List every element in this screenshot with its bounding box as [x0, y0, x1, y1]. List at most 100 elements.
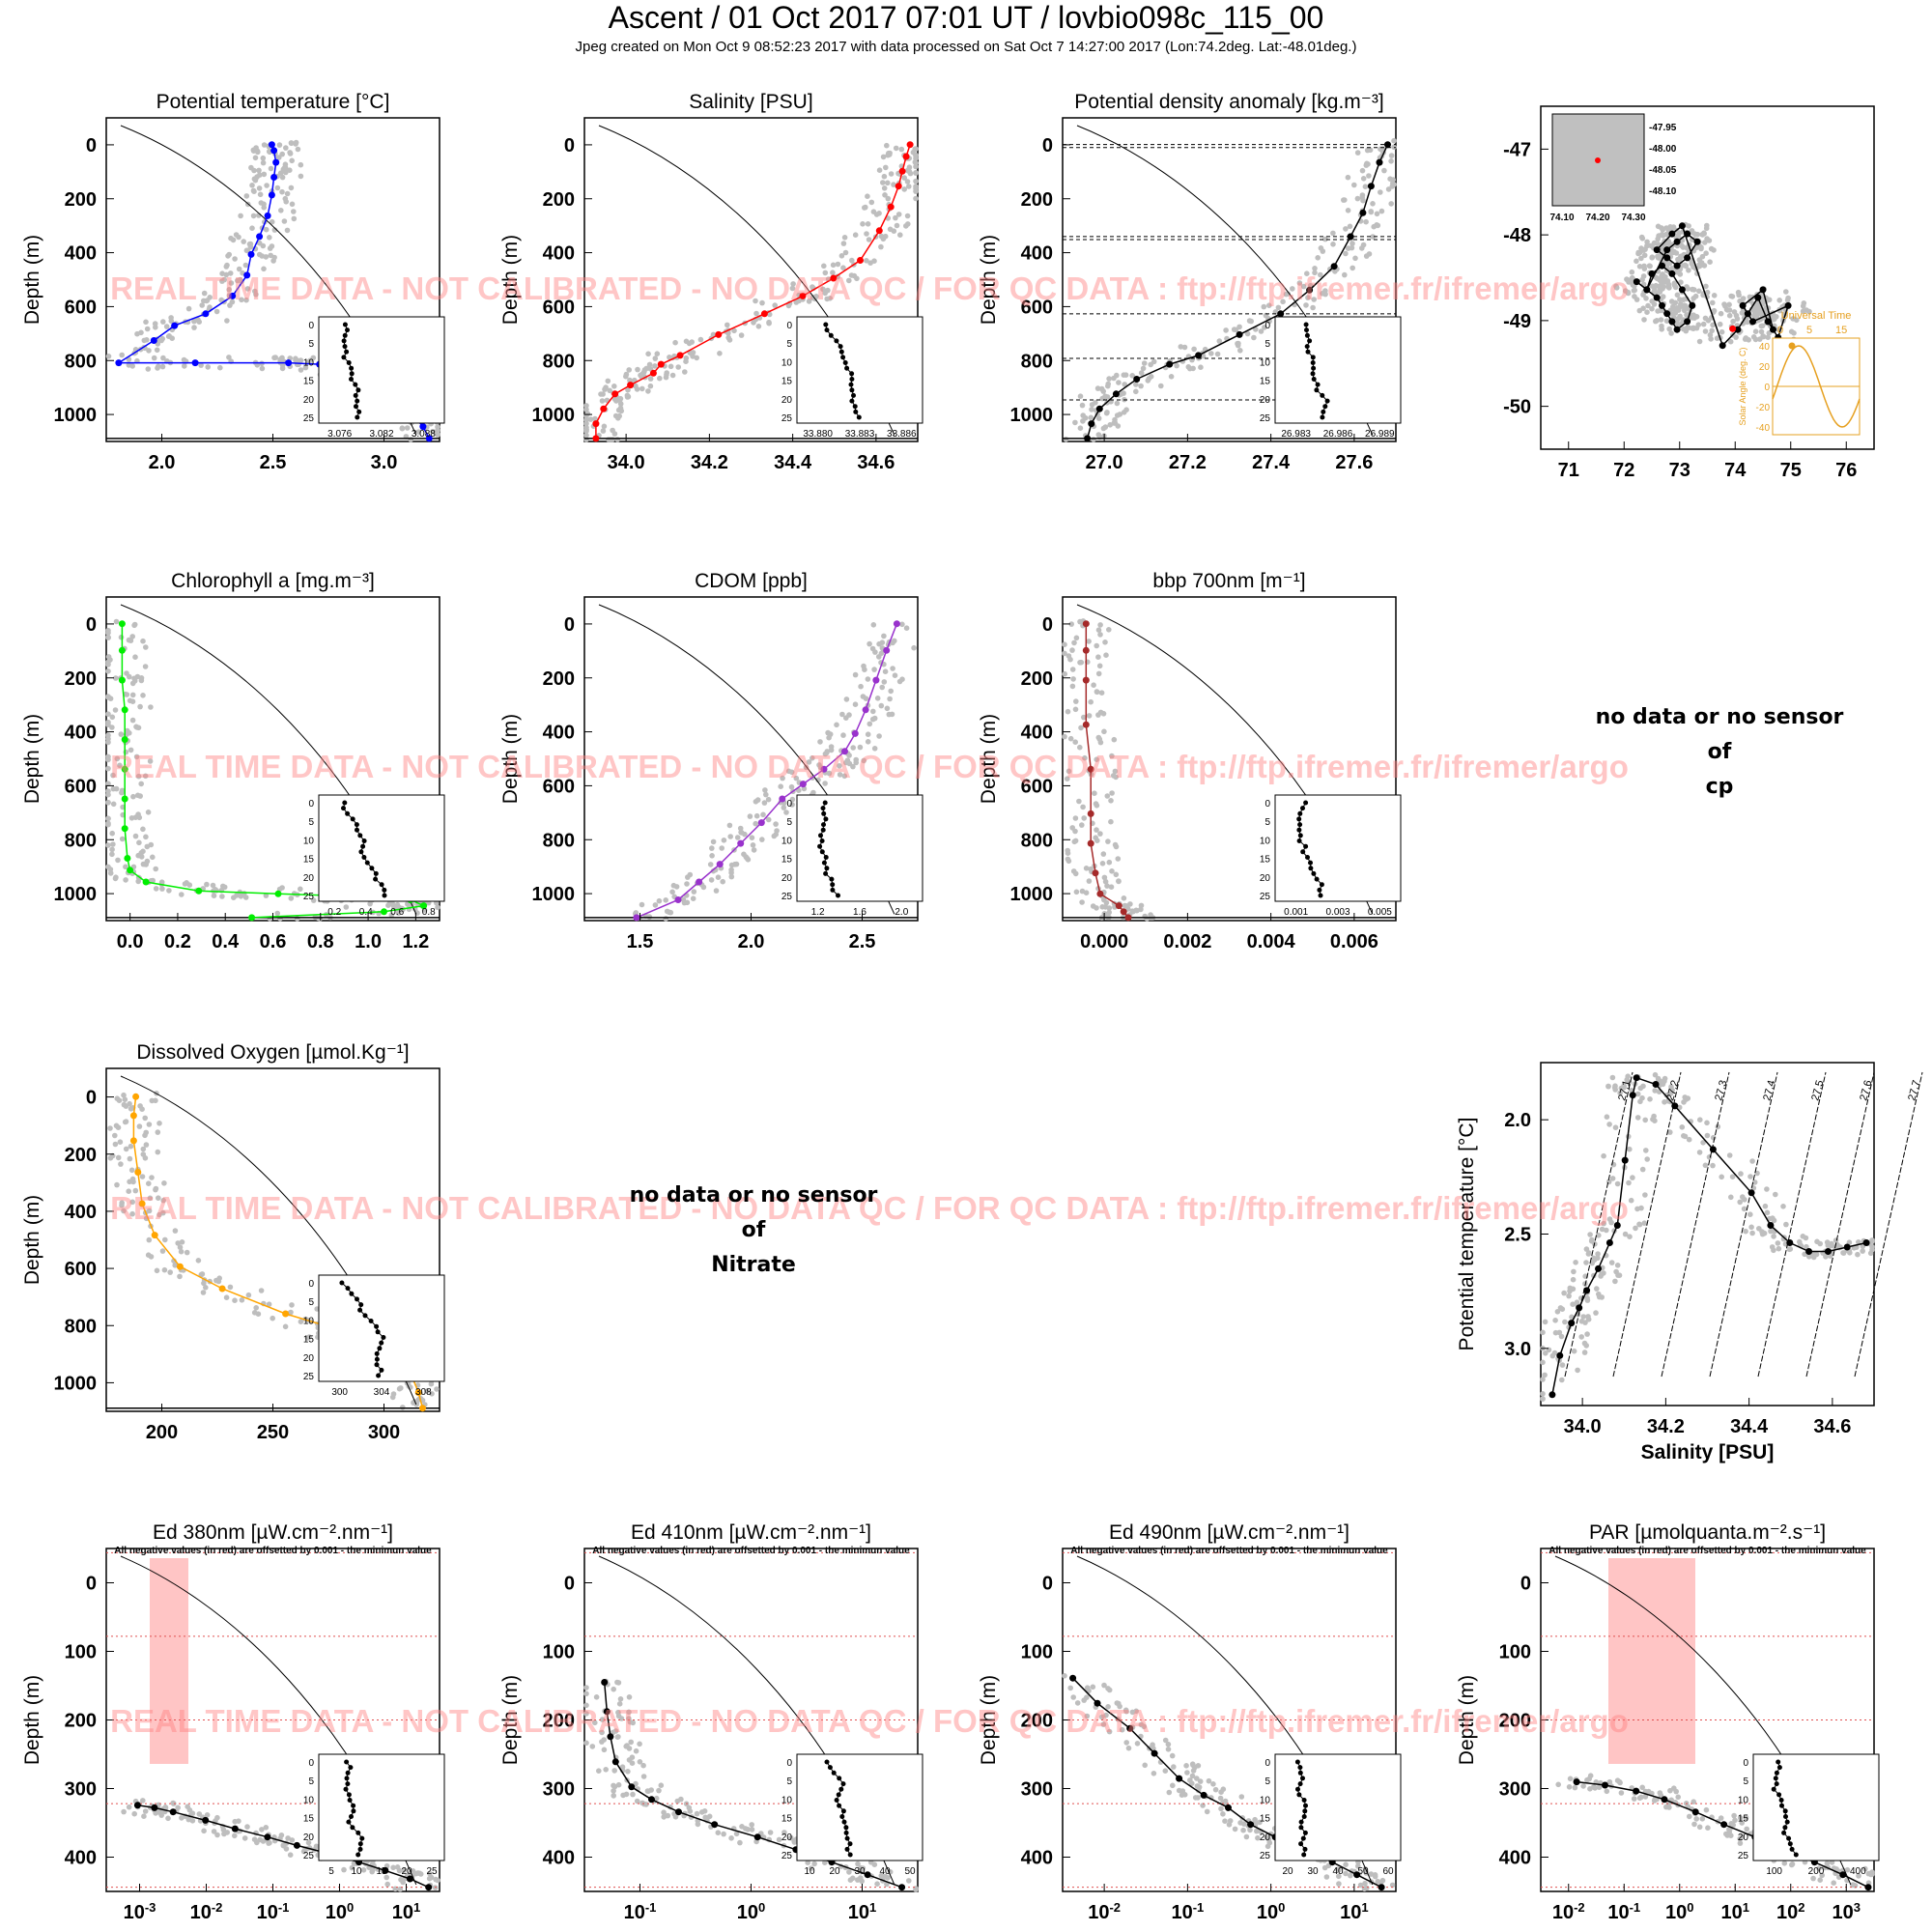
data-point	[1359, 209, 1367, 216]
history-point	[434, 1386, 440, 1392]
history-point	[1638, 1794, 1644, 1801]
history-point	[1129, 373, 1135, 379]
inset-y-tick-label: 20	[781, 1833, 793, 1843]
data-point	[711, 1821, 719, 1829]
history-point	[583, 420, 589, 427]
history-point	[1704, 289, 1711, 296]
history-point	[1578, 1334, 1584, 1340]
history-point	[267, 1839, 272, 1846]
history-point	[1067, 735, 1074, 742]
inset-point	[374, 1362, 380, 1368]
history-point	[119, 836, 126, 842]
history-point	[1671, 282, 1678, 289]
inset-point	[382, 893, 387, 898]
history-point	[1071, 838, 1078, 845]
data-point	[820, 765, 828, 773]
history-point	[783, 810, 789, 815]
history-point	[1573, 1260, 1578, 1265]
history-point	[885, 180, 891, 186]
history-point	[117, 1139, 124, 1145]
history-point	[639, 901, 645, 908]
history-point	[584, 411, 591, 417]
history-point	[605, 378, 611, 384]
inset-point	[1304, 344, 1310, 350]
history-point	[1125, 1745, 1132, 1751]
history-point	[762, 787, 768, 793]
history-point	[159, 1248, 166, 1254]
history-point	[109, 830, 115, 837]
history-point	[1077, 744, 1083, 751]
history-point	[695, 1821, 701, 1828]
y-axis-label: Depth (m)	[21, 235, 43, 325]
inset-point	[830, 887, 836, 893]
history-point	[637, 1759, 643, 1765]
inset-point	[1302, 1830, 1308, 1835]
x-tick-label: 0.8	[307, 931, 334, 952]
history-point	[1726, 1152, 1733, 1158]
history-point	[1696, 1824, 1703, 1831]
history-point	[105, 842, 111, 848]
history-point	[305, 1839, 312, 1846]
isopycnal-label: 27.2	[1664, 1079, 1681, 1102]
history-point	[234, 893, 240, 898]
inset-point	[379, 1367, 384, 1373]
inset-y-tick-label: 25	[303, 892, 315, 902]
history-point	[1116, 878, 1122, 885]
history-point	[681, 899, 688, 906]
x-tick-label: 75	[1780, 460, 1802, 481]
history-point	[139, 1174, 146, 1179]
history-point	[1598, 1273, 1604, 1279]
inset-point	[821, 810, 827, 816]
history-point	[281, 218, 288, 224]
history-point	[144, 326, 151, 332]
history-point	[128, 747, 134, 753]
history-point	[1768, 1228, 1774, 1235]
history-point	[1743, 335, 1749, 341]
inset-point	[842, 360, 848, 365]
history-point	[623, 1744, 629, 1749]
history-point	[1627, 1234, 1633, 1239]
history-point	[882, 1873, 889, 1880]
history-point	[1212, 1786, 1219, 1793]
history-point	[1726, 312, 1733, 319]
history-point	[140, 638, 146, 644]
inset-x-tick-label: 30	[1307, 1866, 1319, 1877]
history-point	[1626, 1179, 1632, 1186]
history-point	[165, 1815, 171, 1822]
solar-x-tick-label: 0	[1777, 325, 1783, 336]
history-point	[141, 337, 148, 344]
y-tick-label: 400	[1499, 1848, 1531, 1869]
history-point	[1138, 383, 1144, 389]
history-point	[1133, 382, 1139, 387]
x-tick-label: 300	[368, 1422, 400, 1443]
history-point	[1378, 189, 1383, 195]
history-point	[861, 757, 867, 764]
history-point	[1094, 689, 1100, 695]
history-point	[1641, 263, 1647, 270]
history-point	[121, 1092, 127, 1098]
history-point	[901, 175, 907, 181]
history-point	[739, 1824, 745, 1830]
history-point	[1693, 314, 1700, 320]
data-point	[1200, 1791, 1208, 1799]
history-point	[626, 367, 632, 373]
history-point	[1652, 1088, 1658, 1094]
history-point	[611, 431, 618, 437]
history-point	[1065, 708, 1071, 715]
history-point	[822, 1860, 828, 1865]
data-point	[176, 1263, 184, 1270]
history-point	[219, 270, 225, 277]
history-point	[732, 861, 738, 867]
inset-point	[1302, 1808, 1308, 1814]
history-point	[617, 1696, 624, 1702]
history-point	[719, 845, 724, 851]
history-point	[146, 348, 152, 354]
history-point	[846, 753, 852, 758]
history-point	[1359, 194, 1365, 201]
history-point	[1111, 420, 1118, 426]
history-point	[154, 1267, 160, 1274]
history-point	[289, 1302, 295, 1308]
inset-x-tick-label: 10	[804, 1866, 815, 1877]
data-point	[1754, 294, 1762, 301]
